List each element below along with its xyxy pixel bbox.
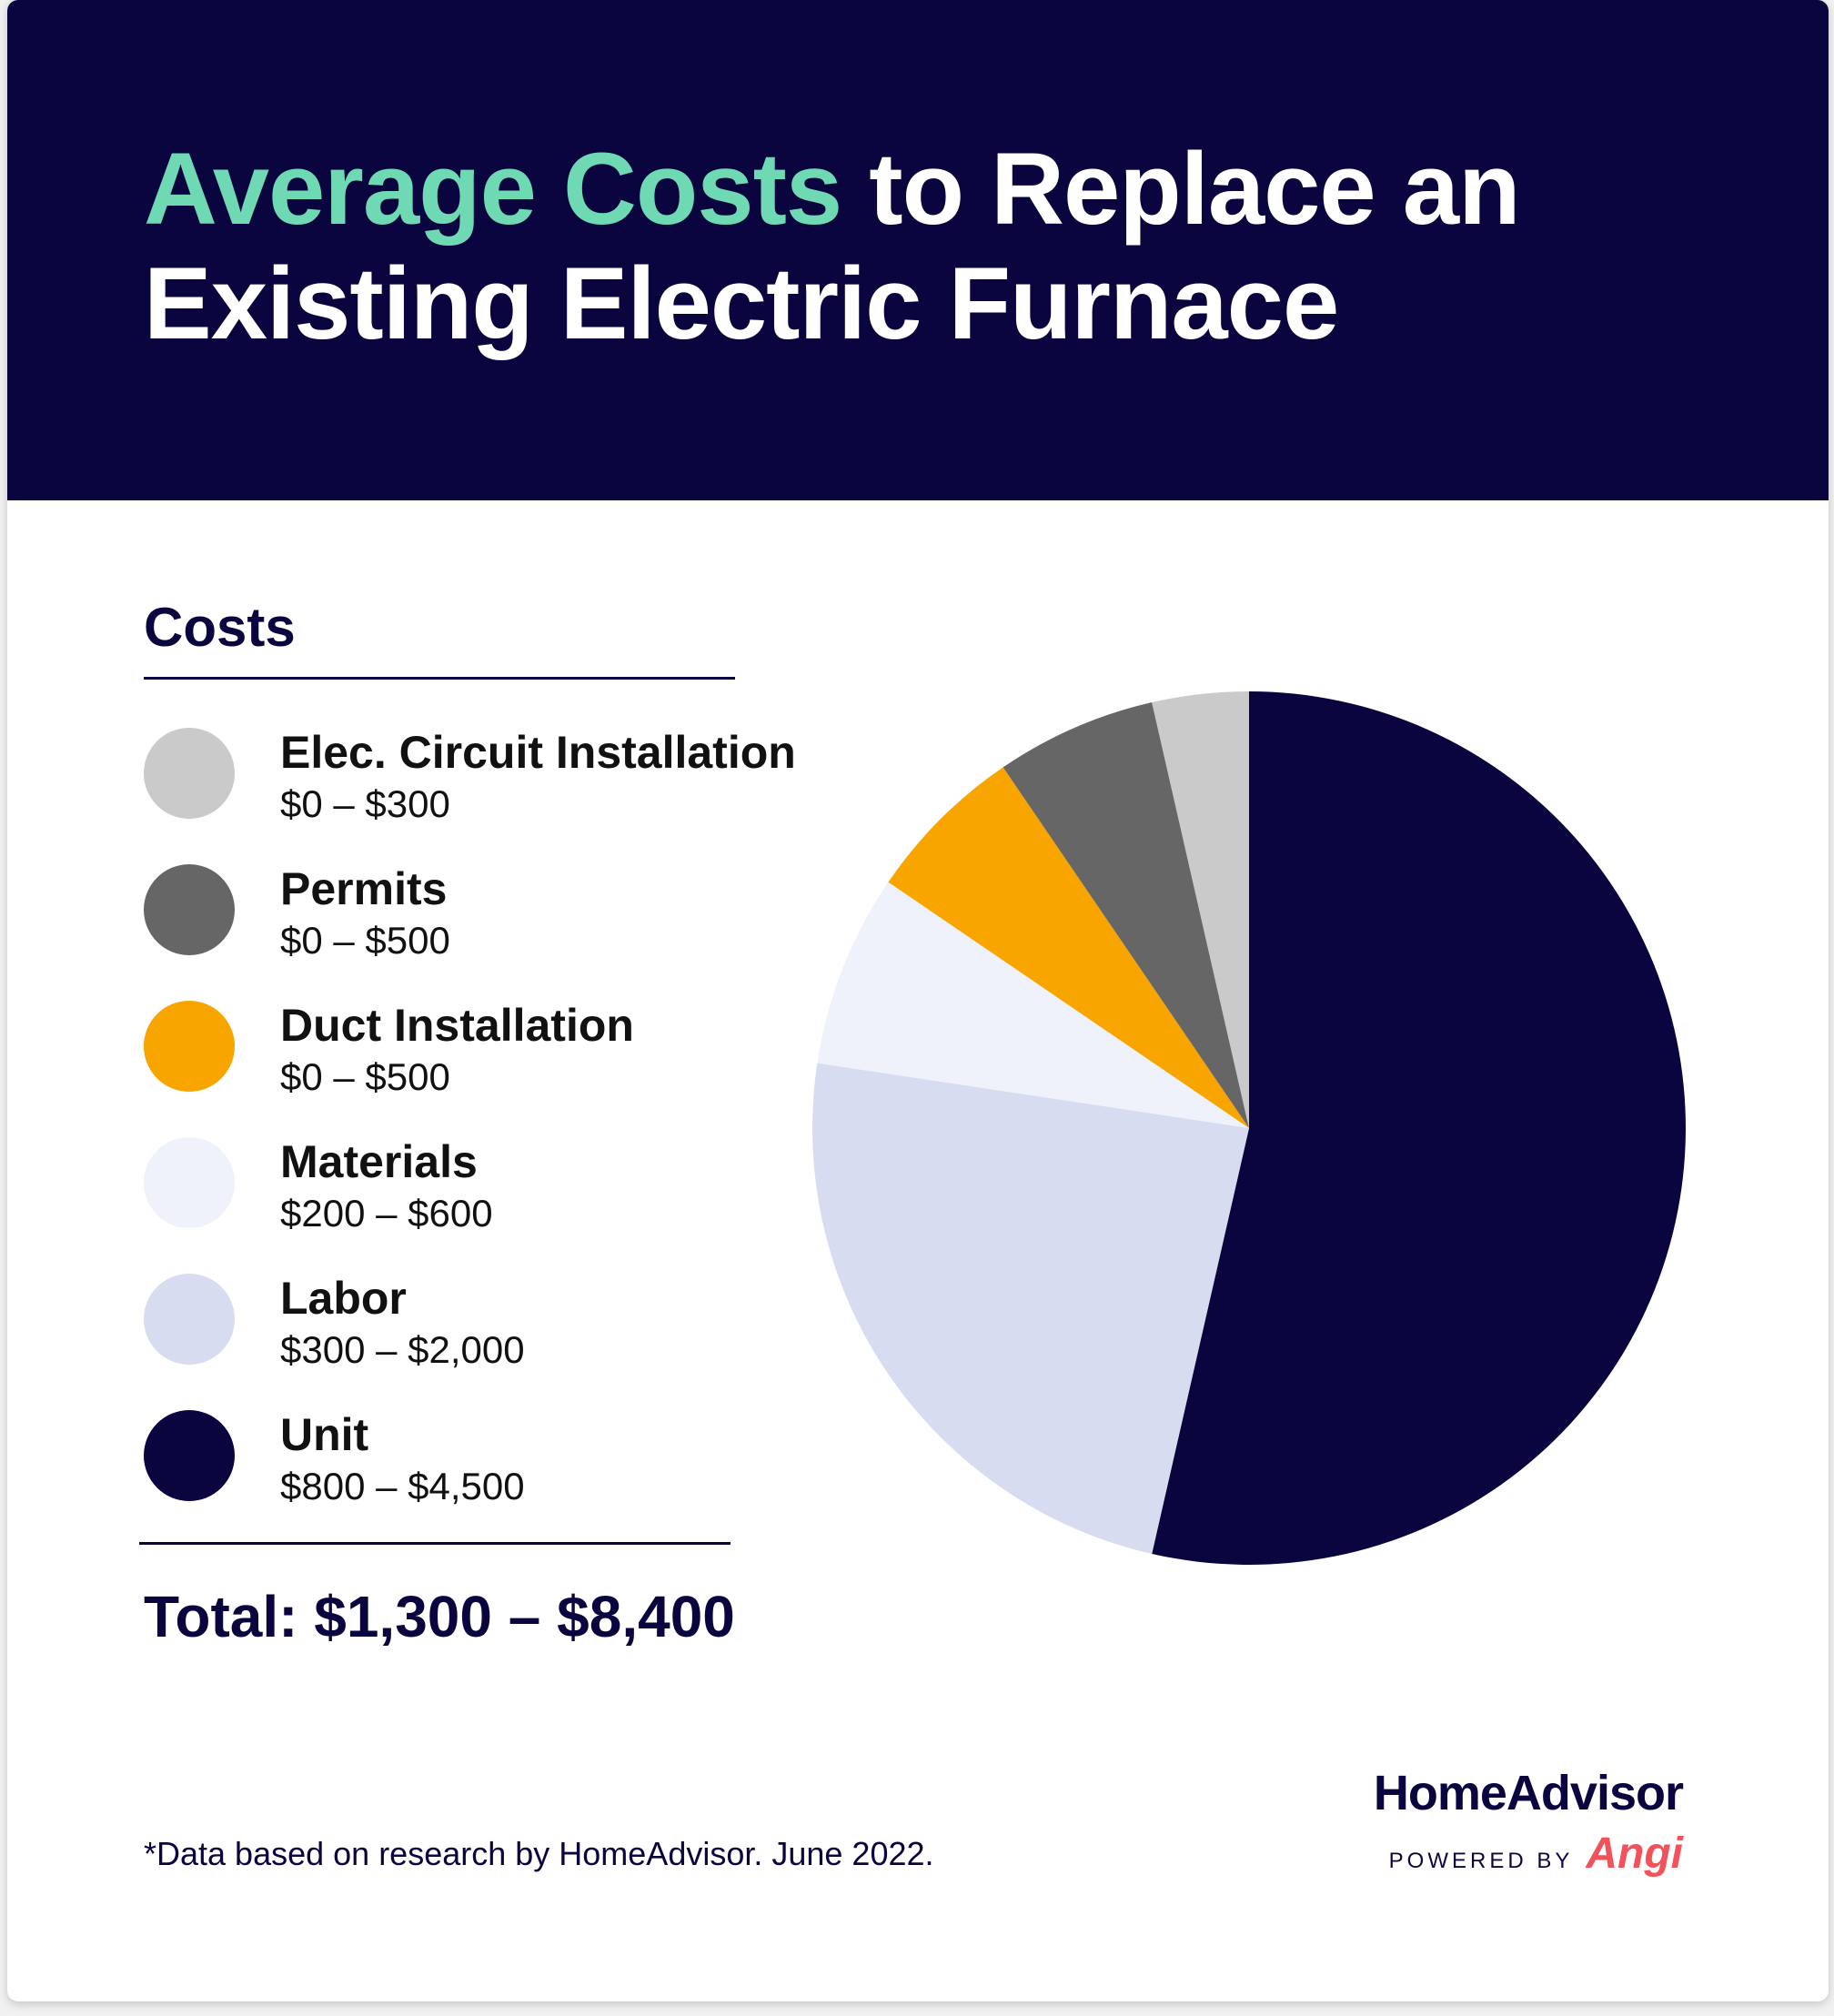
legend-item-label: Labor bbox=[280, 1273, 407, 1324]
pie-chart bbox=[811, 691, 1686, 1565]
powered-by: POWERED BY Angi bbox=[1389, 1829, 1683, 1879]
powered-by-text: POWERED BY bbox=[1388, 1849, 1574, 1873]
page-title: Average Costs to Replace an Existing Elec… bbox=[144, 132, 1781, 361]
pie-slice-labor bbox=[811, 1063, 1249, 1554]
legend-item: Duct Installation $0 – $500 bbox=[144, 999, 872, 1135]
legend-item: Labor $300 – $2,000 bbox=[144, 1272, 872, 1408]
legend-item-label: Duct Installation bbox=[280, 1000, 634, 1051]
homeadvisor-logo: HomeAdvisor bbox=[1373, 1766, 1684, 1820]
angi-logo: Angi bbox=[1586, 1830, 1683, 1878]
pie-slice-permits bbox=[1003, 702, 1249, 1128]
legend-swatch bbox=[144, 1137, 235, 1228]
pie-slice-unit bbox=[1152, 691, 1686, 1565]
title-rest-line1: to Replace an bbox=[841, 132, 1520, 246]
infographic-card: Average Costs to Replace an Existing Elec… bbox=[7, 0, 1829, 2001]
legend-item-label: Permits bbox=[280, 863, 448, 914]
legend-item: Permits $0 – $500 bbox=[144, 862, 872, 999]
legend-item-range: $0 – $500 bbox=[280, 919, 450, 962]
legend-item: Unit $800 – $4,500 bbox=[144, 1408, 872, 1545]
title-accent: Average Costs bbox=[144, 132, 842, 246]
legend-swatch bbox=[144, 1410, 235, 1501]
legend-item: Elec. Circuit Installation $0 – $300 bbox=[144, 726, 872, 862]
legend-divider-bottom bbox=[139, 1542, 731, 1545]
legend-swatch bbox=[144, 1274, 235, 1365]
legend: Elec. Circuit Installation $0 – $300 Per… bbox=[144, 726, 872, 1545]
legend-swatch bbox=[144, 1001, 235, 1092]
legend-heading: Costs bbox=[144, 597, 296, 658]
footnote: *Data based on research by HomeAdvisor. … bbox=[144, 1835, 934, 1872]
legend-item-label: Materials bbox=[280, 1136, 478, 1187]
title-line2: Existing Electric Furnace bbox=[144, 247, 1339, 360]
legend-item-range: $800 – $4,500 bbox=[280, 1465, 525, 1507]
legend-item-range: $300 – $2,000 bbox=[280, 1328, 525, 1371]
total-cost: Total: $1,300 – $8,400 bbox=[144, 1584, 735, 1649]
pie-slice-duct-installation bbox=[888, 767, 1249, 1128]
legend-item-range: $200 – $600 bbox=[280, 1192, 493, 1235]
legend-swatch bbox=[144, 864, 235, 955]
legend-item-range: $0 – $300 bbox=[280, 782, 450, 825]
legend-item-label: Elec. Circuit Installation bbox=[280, 727, 796, 778]
legend-item-range: $0 – $500 bbox=[280, 1055, 450, 1098]
legend-swatch bbox=[144, 728, 235, 819]
pie-slice-elec-circuit-installation bbox=[1152, 691, 1249, 1128]
legend-divider-top bbox=[144, 677, 735, 680]
legend-item-label: Unit bbox=[280, 1409, 369, 1460]
legend-item: Materials $200 – $600 bbox=[144, 1135, 872, 1272]
pie-slice-materials bbox=[817, 882, 1249, 1128]
title-banner: Average Costs to Replace an Existing Elec… bbox=[7, 0, 1829, 500]
